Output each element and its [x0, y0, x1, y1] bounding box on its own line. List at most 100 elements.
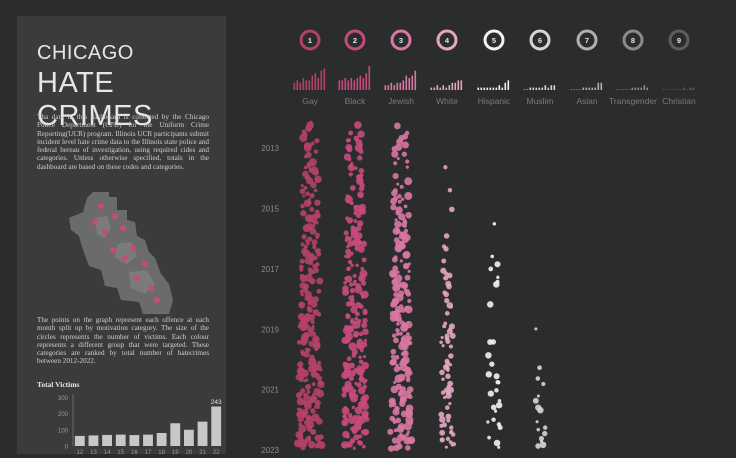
incident-point	[298, 424, 307, 433]
rank-number: 7	[585, 36, 589, 45]
incident-point	[397, 199, 402, 204]
rank-number: 6	[538, 36, 542, 45]
incident-point	[405, 432, 409, 437]
incident-point	[356, 382, 362, 388]
incident-point	[346, 443, 351, 448]
incident-point	[390, 204, 397, 211]
incident-point	[394, 122, 401, 130]
incident-point	[390, 348, 397, 355]
incident-point	[358, 376, 365, 383]
sparkline-bar	[498, 85, 501, 90]
incident-point	[444, 297, 450, 304]
incident-point	[494, 261, 501, 268]
category-label: Asian	[576, 96, 598, 106]
sparkline-bar	[402, 80, 405, 90]
incident-point	[441, 422, 447, 428]
incident-point	[358, 304, 364, 309]
incident-point	[308, 314, 316, 321]
incident-point	[394, 244, 403, 253]
incident-point	[354, 285, 363, 294]
incident-point	[392, 333, 397, 338]
incident-point	[401, 141, 409, 149]
incident-point	[355, 232, 363, 240]
incident-point	[315, 417, 323, 425]
category-label: Christian	[662, 96, 696, 106]
incident-point	[357, 155, 363, 161]
bar	[115, 434, 126, 446]
sparkline-bar	[399, 82, 402, 90]
incident-point	[446, 418, 451, 423]
incident-point	[406, 332, 410, 336]
sparkline-bar	[634, 87, 637, 90]
sparkline-bar	[344, 78, 347, 90]
x-tick-label: 18	[158, 450, 165, 456]
incident-point	[348, 172, 354, 177]
incident-point	[362, 328, 369, 336]
incident-point	[316, 375, 323, 382]
incident-point	[303, 165, 308, 170]
incident-point	[443, 395, 447, 400]
sparkline-bar	[408, 78, 411, 90]
incident-point	[354, 121, 362, 129]
incident-point	[350, 301, 356, 307]
incident-point	[347, 164, 355, 172]
incident-point	[303, 154, 308, 159]
incident-point	[309, 193, 315, 199]
incident-point	[315, 235, 319, 240]
incident-point	[305, 124, 313, 132]
incident-point	[396, 425, 405, 433]
incident-point	[299, 267, 304, 272]
map-point	[130, 245, 136, 251]
incident-point	[352, 430, 357, 435]
sparkline-bar	[550, 85, 553, 90]
incident-point	[301, 234, 307, 240]
sparkline-bar	[477, 87, 480, 90]
incident-point	[342, 288, 350, 296]
incident-point	[297, 415, 305, 423]
incident-point	[314, 138, 320, 144]
incident-point	[314, 347, 319, 352]
incident-point	[387, 445, 395, 452]
incident-point	[398, 331, 403, 336]
category-label: Hispanic	[478, 96, 511, 106]
incident-point	[532, 397, 539, 404]
incident-point	[447, 188, 453, 193]
incident-point	[358, 355, 362, 359]
incident-point	[396, 270, 400, 274]
incident-point	[356, 220, 364, 227]
x-tick-label: 14	[104, 450, 111, 456]
incident-point	[541, 381, 546, 387]
incident-point	[404, 274, 411, 281]
incident-point	[358, 168, 365, 174]
sparkline-bar	[457, 80, 460, 90]
sparkline-bar	[504, 82, 507, 90]
incident-point	[306, 389, 311, 394]
incident-point	[341, 371, 349, 380]
incident-point	[298, 302, 304, 308]
year-label: 2019	[261, 325, 279, 334]
chicago-map	[69, 192, 173, 314]
incident-point	[357, 130, 365, 138]
sparkline-bar	[597, 82, 600, 90]
sparkline-bar	[414, 70, 417, 90]
incident-point	[351, 405, 356, 410]
category-label: Gay	[302, 96, 318, 106]
explanation-text: The points on the graph represent each o…	[37, 316, 209, 366]
incident-point	[306, 241, 310, 246]
incident-point	[312, 245, 317, 250]
incident-point	[300, 210, 307, 217]
incident-point	[348, 342, 357, 351]
incident-point	[346, 217, 354, 224]
sparkline-bar	[323, 68, 326, 90]
map-point	[134, 275, 140, 281]
sparkline-bar	[529, 87, 532, 90]
sparkline-bar	[674, 89, 677, 90]
sparkline-bar	[582, 87, 585, 90]
incident-point	[311, 382, 316, 387]
incident-point	[393, 428, 398, 433]
incident-point	[537, 406, 544, 414]
incident-point	[391, 437, 399, 444]
sparkline-bar	[460, 80, 463, 90]
sparkline-bar	[665, 89, 668, 90]
incident-point	[316, 389, 325, 398]
